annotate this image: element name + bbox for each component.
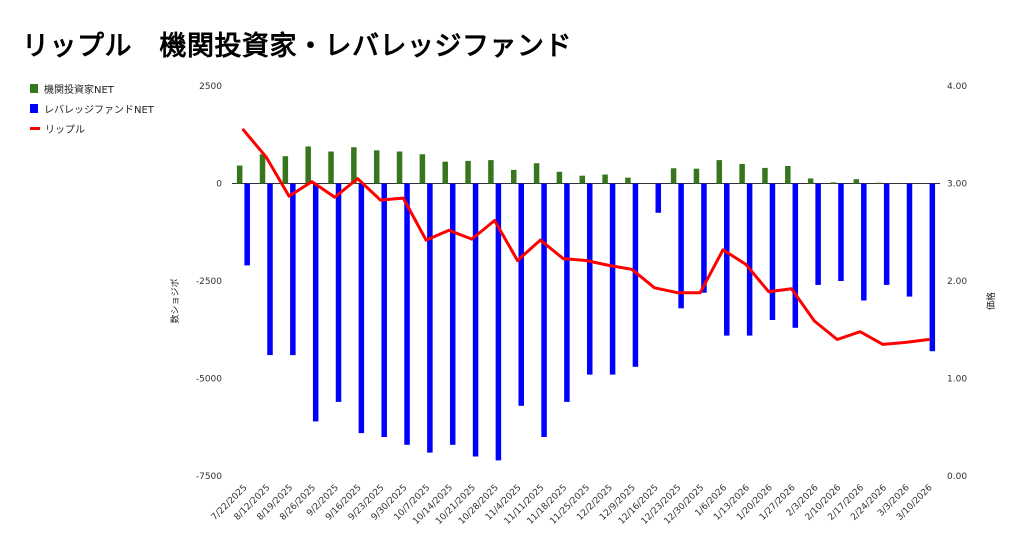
y-right-tick-label: 1.00 <box>947 375 967 385</box>
bar-leveraged <box>769 183 776 320</box>
legend-swatch-ripple <box>30 126 40 130</box>
bar-leveraged <box>267 183 273 356</box>
bar-leveraged <box>724 183 730 336</box>
y-right-tick-label: 3.00 <box>947 180 967 190</box>
y-right-tick-label: 2.00 <box>947 277 967 287</box>
bar-leveraged <box>655 183 662 213</box>
bar-leveraged <box>472 183 479 457</box>
legend-label-institutional: 機関投資家NET <box>44 84 114 96</box>
bar-institutional <box>328 151 334 184</box>
bar-institutional <box>282 156 289 184</box>
bar-institutional <box>465 160 471 184</box>
y-left-tick-label: -2500 <box>196 277 222 287</box>
bar-leveraged <box>792 183 799 328</box>
legend-swatch-institutional <box>30 83 38 93</box>
legend-label-ripple: リップル <box>45 124 85 136</box>
bar-institutional <box>510 169 517 184</box>
bar-institutional <box>396 151 403 184</box>
y-left-tick-label: -7500 <box>196 472 222 482</box>
bar-institutional <box>579 175 585 184</box>
legend-item-leveraged: レバレッジファンドNET <box>30 98 154 118</box>
y-left-tick-label: 0 <box>216 180 222 190</box>
chart-legend: 機関投資家NET レバレッジファンドNET リップル <box>30 78 154 138</box>
bar-leveraged <box>587 183 593 375</box>
bar-leveraged <box>838 183 844 281</box>
bar-institutional <box>716 160 723 184</box>
y-left-tick-label: 2500 <box>199 82 222 92</box>
bar-leveraged <box>335 183 342 402</box>
bar-institutional <box>853 179 860 184</box>
bar-institutional <box>670 168 677 184</box>
bar-leveraged <box>746 183 753 336</box>
bar-leveraged <box>404 183 410 445</box>
legend-swatch-leveraged <box>30 103 38 113</box>
bar-leveraged <box>678 183 684 309</box>
legend-item-ripple: リップル <box>30 118 154 138</box>
bar-institutional <box>305 146 311 184</box>
bar-institutional <box>602 174 608 184</box>
bar-leveraged <box>564 183 570 402</box>
bar-institutional <box>807 178 814 184</box>
bar-institutional <box>259 154 266 184</box>
bar-leveraged <box>449 183 456 445</box>
bar-leveraged <box>929 183 936 352</box>
bar-institutional <box>876 182 882 184</box>
bar-leveraged <box>609 183 616 375</box>
bar-institutional <box>373 150 380 184</box>
bar-leveraged <box>290 183 296 356</box>
bar-institutional <box>739 164 745 184</box>
legend-item-institutional: 機関投資家NET <box>30 78 154 98</box>
y-right-axis-title: 価格 <box>985 292 997 310</box>
bar-institutional <box>442 161 448 184</box>
bar-institutional <box>556 171 563 184</box>
y-right-tick-label: 0.00 <box>947 472 967 482</box>
bar-institutional <box>830 182 837 184</box>
bar-institutional <box>236 165 243 184</box>
y-left-axis-title: 数ショジボ <box>169 278 181 323</box>
bar-leveraged <box>495 183 502 461</box>
bar-leveraged <box>518 183 524 406</box>
bar-institutional <box>785 165 791 184</box>
bar-leveraged <box>815 183 821 285</box>
price-line <box>241 128 931 346</box>
bar-leveraged <box>541 183 547 437</box>
bar-leveraged <box>244 183 250 266</box>
bar-leveraged <box>632 183 639 367</box>
bar-leveraged <box>381 183 387 437</box>
bar-institutional <box>762 167 768 184</box>
y-left-tick-label: -5000 <box>196 375 222 385</box>
bar-leveraged <box>906 183 913 297</box>
legend-label-leveraged: レバレッジファンドNET <box>44 104 154 116</box>
bar-institutional <box>693 168 700 184</box>
chart-title: リップル 機関投資家・レバレッジファンド <box>22 31 572 62</box>
bar-leveraged <box>427 183 433 453</box>
bar-institutional <box>351 147 357 184</box>
bar-institutional <box>625 177 631 184</box>
bar-institutional <box>419 154 426 184</box>
bar-institutional <box>533 163 540 184</box>
bar-leveraged <box>358 183 365 434</box>
y-right-tick-label: 4.00 <box>947 82 967 92</box>
bar-leveraged <box>861 183 867 301</box>
bar-leveraged <box>312 183 319 422</box>
bar-institutional <box>488 160 494 184</box>
bar-leveraged <box>701 183 707 293</box>
bar-leveraged <box>883 183 890 285</box>
